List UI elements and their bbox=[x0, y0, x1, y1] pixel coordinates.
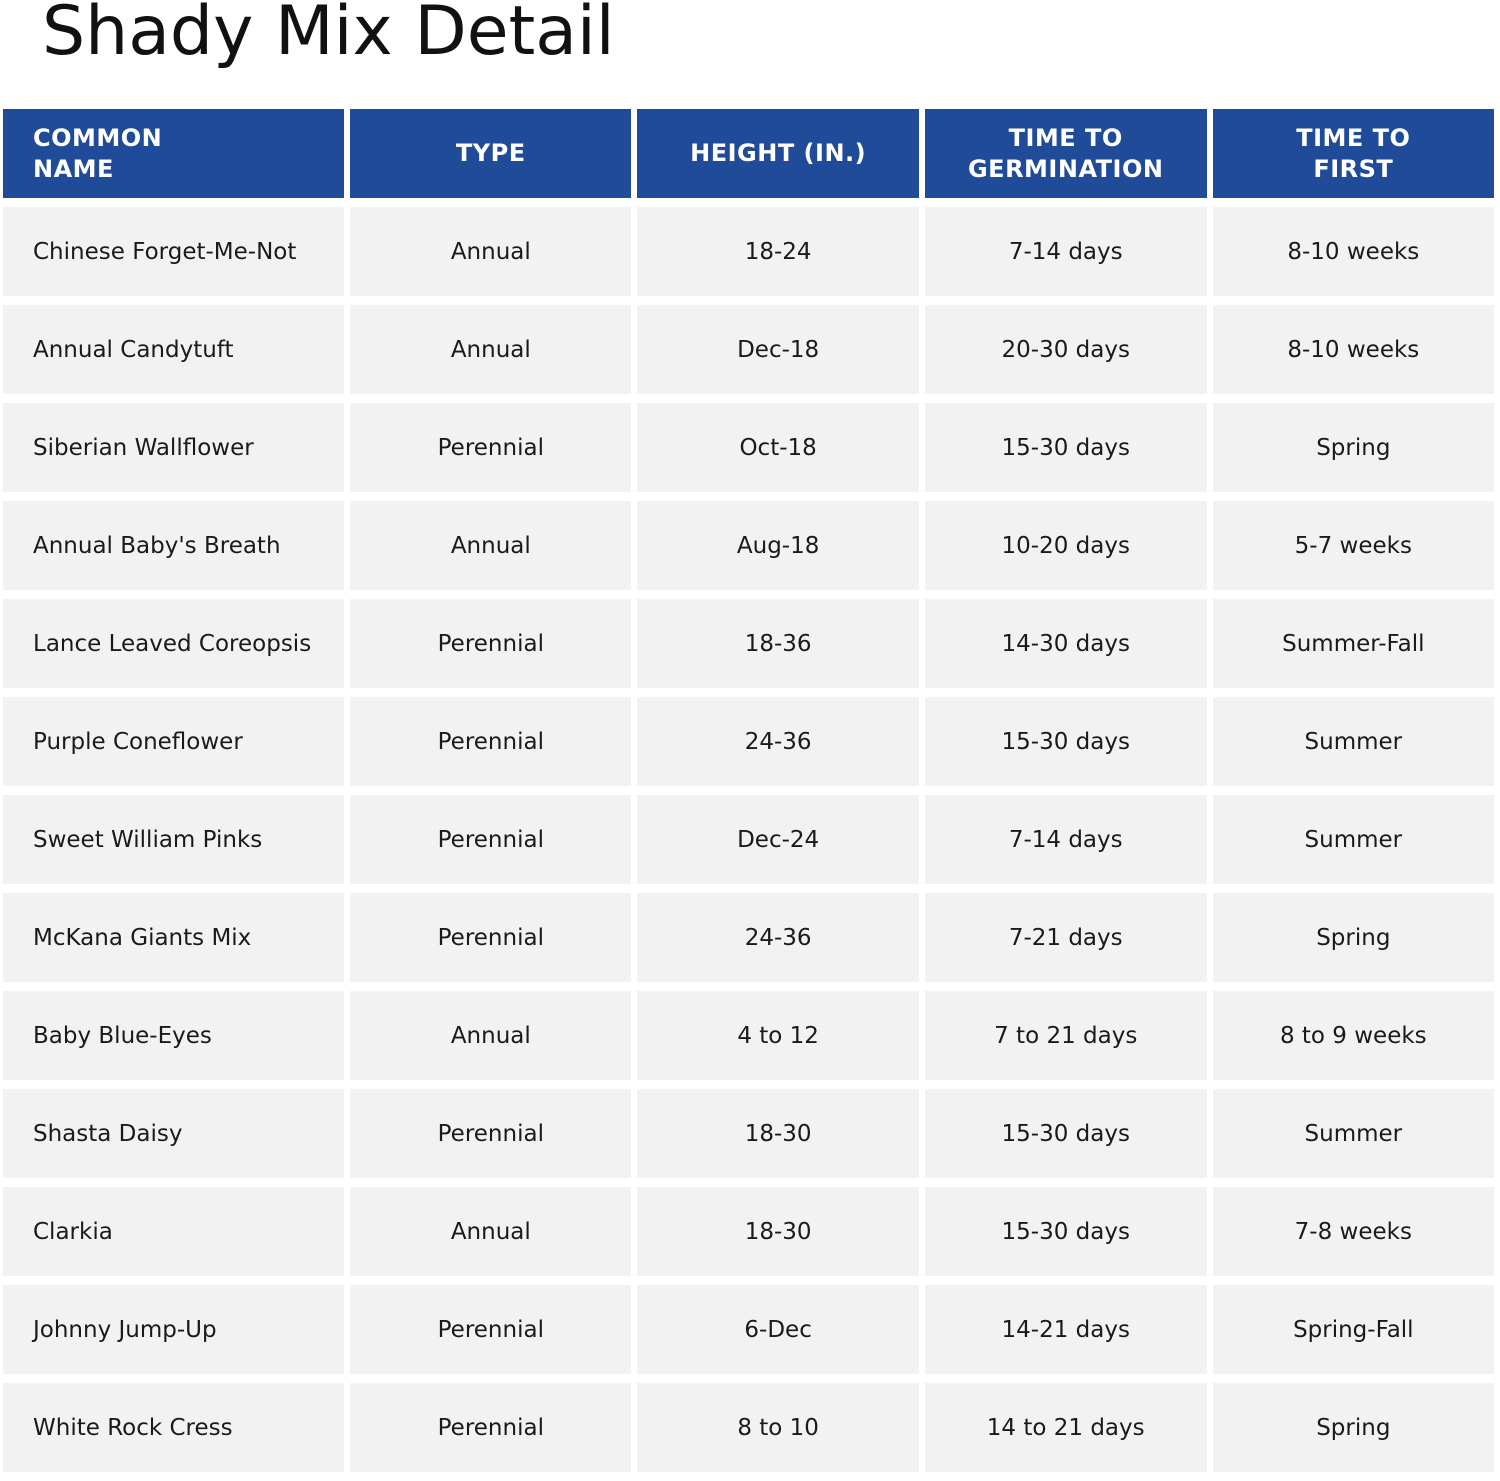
column-header: HEIGHT (IN.) bbox=[637, 109, 919, 198]
table-cell: Aug-18 bbox=[637, 501, 919, 590]
table-cell: White Rock Cress bbox=[3, 1383, 345, 1472]
table-cell: 8 to 10 bbox=[637, 1383, 919, 1472]
table-cell: Summer bbox=[1212, 697, 1494, 786]
table-row: Annual Baby's Breath Annual Aug-18 10-20 da… bbox=[3, 501, 1494, 590]
table-cell: 4 to 12 bbox=[637, 991, 919, 1080]
table-cell: 5-7 weeks bbox=[1212, 501, 1494, 590]
table-cell: Baby Blue-Eyes bbox=[3, 991, 345, 1080]
table-cell: Annual bbox=[350, 207, 632, 296]
table-cell: Perennial bbox=[350, 403, 632, 492]
table-row: Purple Coneflower Perennial 24-36 15-30 day… bbox=[3, 697, 1494, 786]
shady-mix-table: COMMON NAME TYPE HEIGHT (IN.) TIME TO GERMI… bbox=[0, 100, 1500, 1481]
table-cell: Perennial bbox=[350, 697, 632, 786]
table-cell: Perennial bbox=[350, 1089, 632, 1178]
page-title: Shady Mix Detail bbox=[42, 0, 615, 71]
column-header: TYPE bbox=[350, 109, 632, 198]
table-cell: Oct-18 bbox=[637, 403, 919, 492]
table-cell: Annual bbox=[350, 991, 632, 1080]
table-cell: 7-21 days bbox=[924, 893, 1207, 982]
table-cell: Perennial bbox=[350, 795, 632, 884]
table-cell: 24-36 bbox=[637, 893, 919, 982]
table-cell: McKana Giants Mix bbox=[3, 893, 345, 982]
table-cell: 8-10 weeks bbox=[1212, 207, 1494, 296]
table-cell: Spring bbox=[1212, 403, 1494, 492]
table-cell: 18-30 bbox=[637, 1187, 919, 1276]
table-cell: 10-20 days bbox=[924, 501, 1207, 590]
table-cell: Annual Candytuft bbox=[3, 305, 345, 394]
table-row: Siberian Wallflower Perennial Oct-18 15-30 … bbox=[3, 403, 1494, 492]
table-cell: 7-14 days bbox=[924, 207, 1207, 296]
table-row: McKana Giants Mix Perennial 24-36 7-21 days… bbox=[3, 893, 1494, 982]
table-cell: Shasta Daisy bbox=[3, 1089, 345, 1178]
table-cell: Annual bbox=[350, 501, 632, 590]
table-cell: Chinese Forget-Me-Not bbox=[3, 207, 345, 296]
table-cell: Spring-Fall bbox=[1212, 1285, 1494, 1374]
table-row: Chinese Forget-Me-Not Annual 18-24 7-14 day… bbox=[3, 207, 1494, 296]
table-cell: 20-30 days bbox=[924, 305, 1207, 394]
table-cell: Johnny Jump-Up bbox=[3, 1285, 345, 1374]
table-cell: 14-21 days bbox=[924, 1285, 1207, 1374]
table-cell: 15-30 days bbox=[924, 1187, 1207, 1276]
table-cell: Perennial bbox=[350, 599, 632, 688]
table-cell: Lance Leaved Coreopsis bbox=[3, 599, 345, 688]
table-row: White Rock Cress Perennial 8 to 10 14 to 21… bbox=[3, 1383, 1494, 1472]
table-row: Baby Blue-Eyes Annual 4 to 12 7 to 21 days 8… bbox=[3, 991, 1494, 1080]
table-cell: Dec-18 bbox=[637, 305, 919, 394]
table-cell: Dec-24 bbox=[637, 795, 919, 884]
table-cell: Summer-Fall bbox=[1212, 599, 1494, 688]
column-header: COMMON NAME bbox=[3, 109, 345, 198]
column-header: TIME TO FIRST bbox=[1212, 109, 1494, 198]
table-cell: 24-36 bbox=[637, 697, 919, 786]
table-cell: 8 to 9 weeks bbox=[1212, 991, 1494, 1080]
table-row: Clarkia Annual 18-30 15-30 days 7-8 weeks bbox=[3, 1187, 1494, 1276]
table-cell: Purple Coneflower bbox=[3, 697, 345, 786]
table-cell: Annual bbox=[350, 1187, 632, 1276]
table-cell: 15-30 days bbox=[924, 697, 1207, 786]
table-cell: Sweet William Pinks bbox=[3, 795, 345, 884]
table-cell: Summer bbox=[1212, 1089, 1494, 1178]
table-cell: Spring bbox=[1212, 893, 1494, 982]
table-cell: 8-10 weeks bbox=[1212, 305, 1494, 394]
table-cell: 14-30 days bbox=[924, 599, 1207, 688]
table-cell: 18-30 bbox=[637, 1089, 919, 1178]
table-cell: 15-30 days bbox=[924, 1089, 1207, 1178]
table-cell: Perennial bbox=[350, 1285, 632, 1374]
column-header: TIME TO GERMINATION bbox=[924, 109, 1207, 198]
table-cell: Perennial bbox=[350, 893, 632, 982]
table-cell: 7-8 weeks bbox=[1212, 1187, 1494, 1276]
table-cell: 7-14 days bbox=[924, 795, 1207, 884]
table-cell: Perennial bbox=[350, 1383, 632, 1472]
table-row: Shasta Daisy Perennial 18-30 15-30 days Summ… bbox=[3, 1089, 1494, 1178]
table-cell: 18-24 bbox=[637, 207, 919, 296]
table-cell: Spring bbox=[1212, 1383, 1494, 1472]
table-cell: Summer bbox=[1212, 795, 1494, 884]
table-cell: 7 to 21 days bbox=[924, 991, 1207, 1080]
table-row: Johnny Jump-Up Perennial 6-Dec 14-21 days Sp… bbox=[3, 1285, 1494, 1374]
table-cell: 18-36 bbox=[637, 599, 919, 688]
table-cell: 6-Dec bbox=[637, 1285, 919, 1374]
table-cell: Clarkia bbox=[3, 1187, 345, 1276]
table-header-row: COMMON NAME TYPE HEIGHT (IN.) TIME TO GERMI… bbox=[3, 109, 1494, 198]
table-cell: Annual Baby's Breath bbox=[3, 501, 345, 590]
table-row: Annual Candytuft Annual Dec-18 20-30 days 8-… bbox=[3, 305, 1494, 394]
table-row: Lance Leaved Coreopsis Perennial 18-36 14-3… bbox=[3, 599, 1494, 688]
table-cell: Siberian Wallflower bbox=[3, 403, 345, 492]
table-cell: Annual bbox=[350, 305, 632, 394]
table-row: Sweet William Pinks Perennial Dec-24 7-14 d… bbox=[3, 795, 1494, 884]
table-cell: 14 to 21 days bbox=[924, 1383, 1207, 1472]
table-cell: 15-30 days bbox=[924, 403, 1207, 492]
